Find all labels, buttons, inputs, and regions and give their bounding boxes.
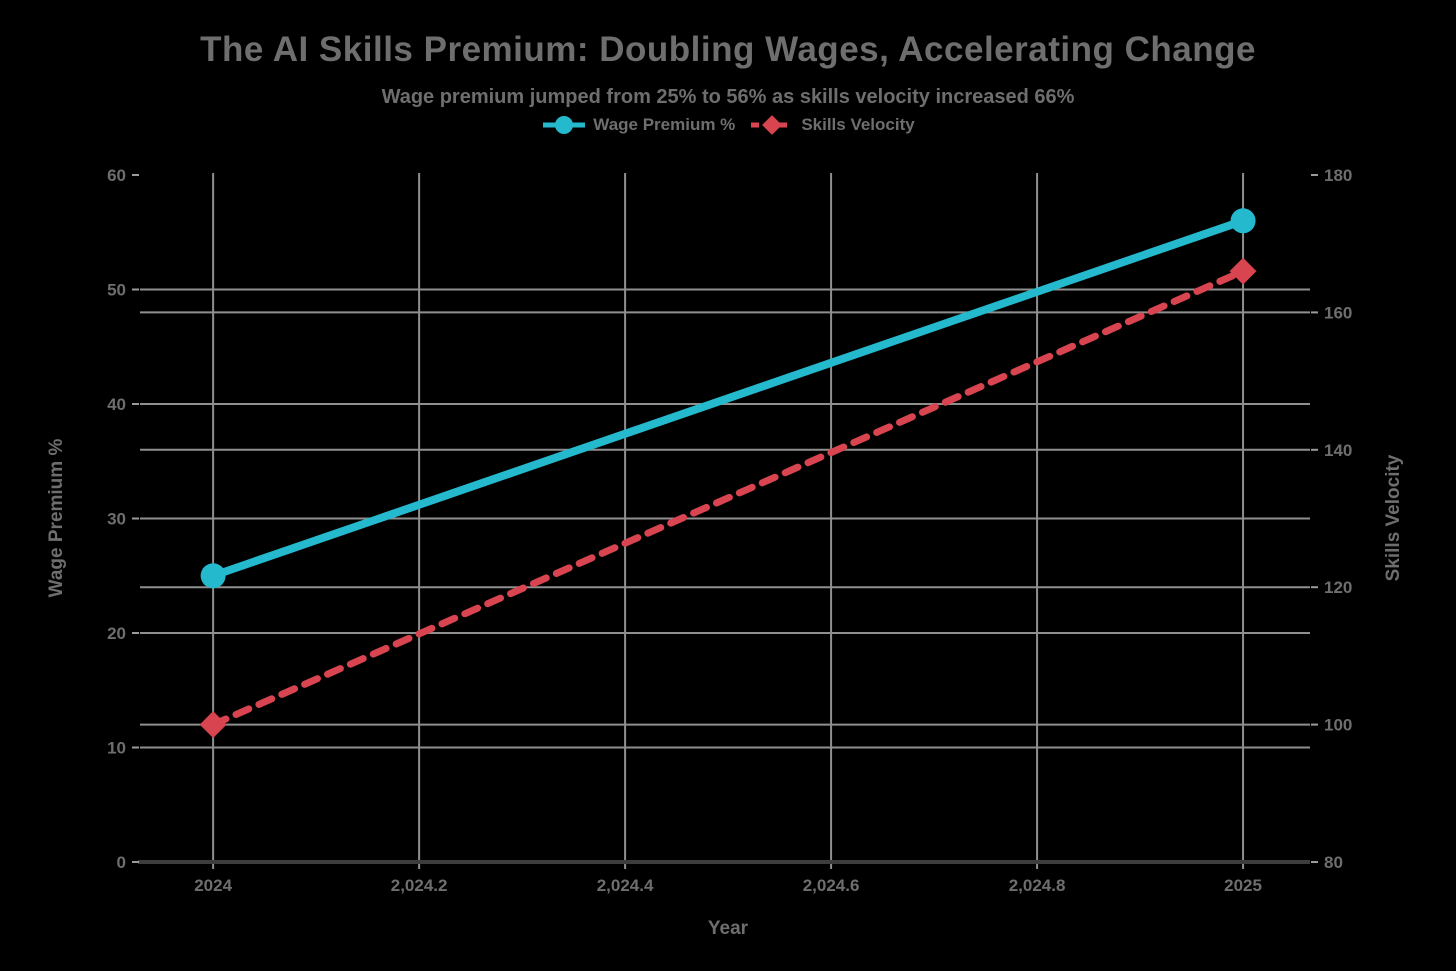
- chart-subtitle: Wage premium jumped from 25% to 56% as s…: [381, 86, 1075, 108]
- series-line-wage-premium: [209, 216, 1248, 580]
- series-line-skills-velocity: [209, 267, 1247, 729]
- legend-label: Skills Velocity: [801, 115, 915, 134]
- x-tick-label: 2024: [194, 876, 232, 895]
- legend-line-diamond-icon: [751, 115, 794, 135]
- y-left-tick-label: 0: [117, 853, 126, 872]
- legend-line-circle-icon: [543, 116, 586, 134]
- y-right-tick-label: 80: [1324, 853, 1343, 872]
- y-left-tick-label: 20: [107, 624, 126, 643]
- legend-item-skills-velocity[interactable]: Skills Velocity: [749, 114, 915, 136]
- legend-item-wage-premium[interactable]: Wage Premium %: [541, 114, 735, 136]
- skills-velocity-point-marker[interactable]: [1229, 257, 1257, 285]
- y-left-tick-label: 30: [107, 510, 126, 529]
- x-tick-label: 2,024.4: [597, 876, 654, 895]
- wage-premium-point-marker[interactable]: [200, 563, 226, 589]
- y-left-tick-label: 60: [107, 166, 126, 185]
- legend-label: Wage Premium %: [593, 115, 736, 134]
- x-axis-title: Year: [707, 918, 749, 939]
- chart-title: The AI Skills Premium: Doubling Wages, A…: [200, 30, 1256, 69]
- y-left-tick-label: 10: [107, 739, 126, 758]
- y-left-tick-label: 50: [107, 281, 126, 300]
- skills-velocity-point-marker[interactable]: [199, 711, 227, 739]
- x-tick-label: 2,024.2: [391, 876, 448, 895]
- wage-premium-point-marker[interactable]: [1230, 208, 1256, 234]
- x-tick-label: 2,024.6: [803, 876, 860, 895]
- y-right-tick-label: 180: [1324, 166, 1352, 185]
- y-right-tick-label: 140: [1324, 441, 1352, 460]
- y-right-tick-label: 160: [1324, 303, 1352, 322]
- y-right-tick-label: 120: [1324, 578, 1352, 597]
- y-right-tick-label: 100: [1324, 716, 1352, 735]
- x-tick-label: 2,024.8: [1009, 876, 1066, 895]
- y-left-tick-label: 40: [107, 395, 126, 414]
- x-tick-label: 2025: [1224, 876, 1262, 895]
- legend: Wage Premium % Skills Velocity: [0, 114, 1456, 136]
